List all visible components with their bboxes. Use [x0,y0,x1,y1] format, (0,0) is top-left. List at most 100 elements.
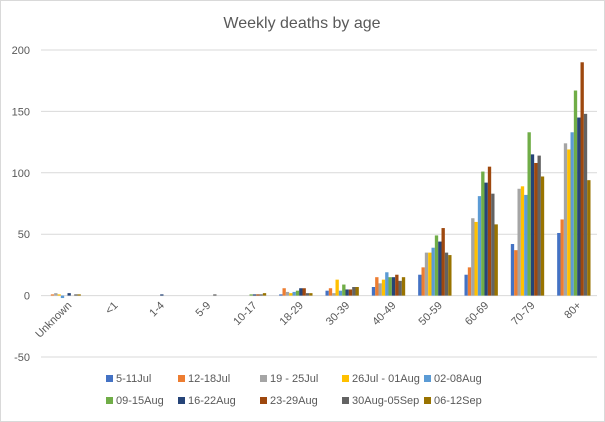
bar [577,117,581,296]
bar [520,186,525,296]
bar [249,294,253,296]
legend-swatch [260,375,267,382]
bar [401,277,406,296]
x-tick-label: 80+ [562,300,584,322]
bar [332,293,336,296]
bar [54,293,58,296]
bar [560,219,564,296]
x-tick-label: 1-4 [147,300,167,320]
chart-title: Weekly deaths by age [223,15,380,32]
x-tick-label: Unknown [33,300,74,341]
gridlines [41,49,597,358]
bar [345,289,349,296]
bar [534,162,538,296]
legend-swatch [424,375,431,382]
x-tick-label: 18-29 [278,300,306,328]
x-tick-label: 5-9 [194,300,214,320]
legend-label: 16-22Aug [188,395,236,407]
x-tick-label: 70-79 [509,300,537,328]
x-tick-label: 10-17 [231,300,259,328]
y-axis-ticks: -50 0 50 100 150 200 [12,45,30,364]
x-tick-label: 50-59 [417,300,445,328]
bar [371,287,376,296]
bar [302,288,306,296]
y-tick-label: 50 [18,229,30,241]
x-tick-label: <1 [103,300,120,317]
bar [74,294,78,296]
y-tick-label: 150 [12,106,30,118]
bar [305,293,310,296]
x-tick-label: 30-39 [324,300,352,328]
bar [441,228,445,296]
bar [567,149,571,296]
bar [563,143,568,296]
legend-label: 30Aug-05Sep [352,395,419,407]
bar [438,241,442,296]
bar [494,224,498,296]
bar [514,250,518,296]
bar [583,113,588,296]
bar [57,294,61,296]
bar [434,235,439,296]
bar [484,182,488,296]
y-tick-label: 0 [24,291,30,303]
bar [375,277,379,296]
legend-swatch [106,397,113,404]
bar [352,287,356,296]
bar [256,294,260,296]
legend-swatch [424,397,431,404]
bar [421,267,425,296]
y-tick-label: 100 [12,168,30,180]
legend-swatch [106,375,113,382]
bar [335,279,339,296]
bar [491,193,495,296]
bar [424,252,429,296]
x-tick-label: 60-69 [463,300,491,328]
bar [467,267,472,296]
legend-label: 19 - 25Jul [270,373,318,385]
bar [295,290,300,296]
legend-swatch [260,397,267,404]
legend-label: 09-15Aug [116,395,164,407]
bar [431,247,435,296]
bar [262,293,267,296]
bar [418,274,422,296]
bar [279,294,283,296]
bar [299,288,303,296]
bar [527,132,531,296]
y-tick-label: 200 [12,45,30,57]
bar [252,294,257,296]
bar [259,294,263,296]
bar [378,283,382,296]
bar [77,294,81,296]
bar [481,171,485,296]
bar [67,293,71,296]
bar [557,232,561,296]
bar [325,290,329,296]
bar [50,294,55,296]
bar [385,272,389,296]
bar [464,274,468,296]
bar [524,194,528,296]
legend-swatch [342,397,349,404]
bar [391,277,396,296]
legend-swatch [178,375,185,382]
bar [471,218,475,296]
x-tick-label: 40-49 [370,300,398,328]
legend-label: 02-08Aug [434,373,482,385]
bar [398,280,402,296]
bar [448,255,452,296]
bar [573,90,578,296]
bar [328,288,333,296]
bars [50,62,591,299]
bar [309,293,313,296]
bar [395,274,399,296]
x-axis-ticks: Unknown <1 1-4 5-9 10-17 18-29 30-39 40-49 50-59… [33,300,584,341]
bar [580,62,584,296]
bar [388,277,392,296]
bar [338,290,343,296]
bar [477,196,482,296]
bar [444,252,449,296]
bar [428,252,432,296]
